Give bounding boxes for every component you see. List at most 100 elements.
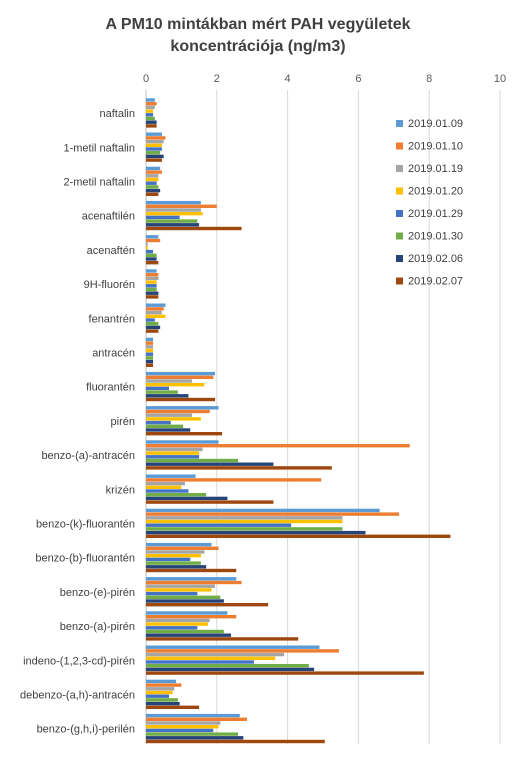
- bar: [146, 390, 178, 394]
- x-tick-label: 2: [214, 73, 220, 85]
- bar: [146, 235, 159, 239]
- legend-label: 2019.01.19: [408, 163, 463, 175]
- bar-series: [146, 98, 451, 744]
- bar: [146, 500, 274, 504]
- bar: [146, 493, 207, 497]
- bar: [146, 512, 400, 516]
- chart-title-line-1: A PM10 mintákban mért PAH vegyületek: [106, 16, 411, 33]
- bar: [146, 170, 162, 174]
- chart-title-line-2: koncentrációja (ng/m3): [170, 38, 345, 55]
- legend-label: 2019.01.09: [408, 118, 463, 130]
- bar: [146, 287, 157, 292]
- bar: [146, 337, 154, 342]
- legend-swatch: [396, 210, 403, 217]
- bar: [146, 739, 325, 744]
- legend-label: 2019.01.30: [408, 231, 463, 243]
- bar: [146, 698, 178, 702]
- bar: [146, 212, 203, 216]
- bar: [146, 725, 219, 729]
- bar: [146, 542, 212, 547]
- bar: [146, 329, 159, 333]
- legend-swatch: [396, 120, 403, 127]
- bar: [146, 188, 161, 193]
- bar: [146, 466, 332, 470]
- bar: [146, 660, 254, 664]
- bar: [146, 432, 223, 436]
- category-label: 1-metil naftalin: [63, 142, 135, 154]
- bar: [146, 690, 173, 695]
- bar: [146, 440, 219, 444]
- legend-label: 2019.01.10: [408, 141, 463, 153]
- category-label: benzo-(k)-fluorantén: [36, 519, 135, 531]
- category-label: pirén: [111, 416, 135, 428]
- bar: [146, 356, 154, 360]
- bar: [146, 523, 292, 527]
- bar: [146, 318, 155, 322]
- bar: [146, 413, 193, 417]
- legend-swatch: [396, 232, 403, 240]
- bar: [146, 185, 159, 189]
- bar: [146, 451, 200, 455]
- bar: [146, 455, 200, 459]
- bar: [146, 701, 180, 706]
- bar: [146, 208, 201, 212]
- bar: [146, 371, 216, 376]
- bar: [146, 166, 161, 171]
- bar: [146, 428, 191, 432]
- category-label: benzo-(b)-fluorantén: [35, 553, 135, 565]
- bar: [146, 303, 166, 307]
- bar: [146, 580, 242, 585]
- bar: [146, 462, 274, 466]
- bar: [146, 120, 157, 124]
- bar: [146, 261, 159, 265]
- bar: [146, 192, 159, 196]
- bar: [146, 409, 210, 414]
- bar: [146, 527, 343, 531]
- bar: [146, 113, 154, 117]
- legend-swatch: [396, 255, 403, 262]
- bar: [146, 341, 154, 345]
- bar: [146, 550, 205, 554]
- bar: [146, 136, 166, 140]
- bar: [146, 147, 162, 151]
- category-label: benzo-(a)-pirén: [60, 621, 135, 633]
- category-label: fenantrén: [89, 313, 135, 325]
- bar: [146, 645, 320, 649]
- category-label: benzo-(a)-antracén: [41, 450, 135, 462]
- bar: [146, 489, 189, 493]
- bar: [146, 397, 216, 402]
- bar: [146, 516, 343, 520]
- bar: [146, 458, 239, 463]
- bar: [146, 151, 161, 155]
- bar: [146, 325, 161, 330]
- bar: [146, 284, 157, 288]
- bar: [146, 687, 175, 691]
- bar: [146, 269, 157, 273]
- legend-label: 2019.02.06: [408, 253, 463, 265]
- bar: [146, 679, 177, 684]
- legend-label: 2019.01.29: [408, 208, 463, 220]
- bar: [146, 386, 170, 391]
- category-label: debenzo-(a,h)-antracén: [20, 690, 135, 702]
- bar: [146, 249, 154, 254]
- category-label: krizén: [106, 484, 135, 496]
- bar: [146, 626, 198, 630]
- bar: [146, 721, 221, 725]
- category-label: naftalin: [100, 108, 135, 120]
- bar: [146, 406, 219, 410]
- bar: [146, 591, 198, 596]
- bar: [146, 345, 154, 349]
- bar: [146, 664, 309, 668]
- bar: [146, 622, 208, 626]
- bar: [146, 98, 155, 102]
- bar: [146, 584, 216, 588]
- bar: [146, 359, 154, 364]
- x-tick-label: 0: [143, 73, 149, 85]
- bar: [146, 652, 285, 657]
- bar: [146, 683, 182, 687]
- x-tick-label: 6: [355, 73, 361, 85]
- bar: [146, 671, 424, 675]
- bar: [146, 519, 343, 524]
- bar: [146, 732, 239, 736]
